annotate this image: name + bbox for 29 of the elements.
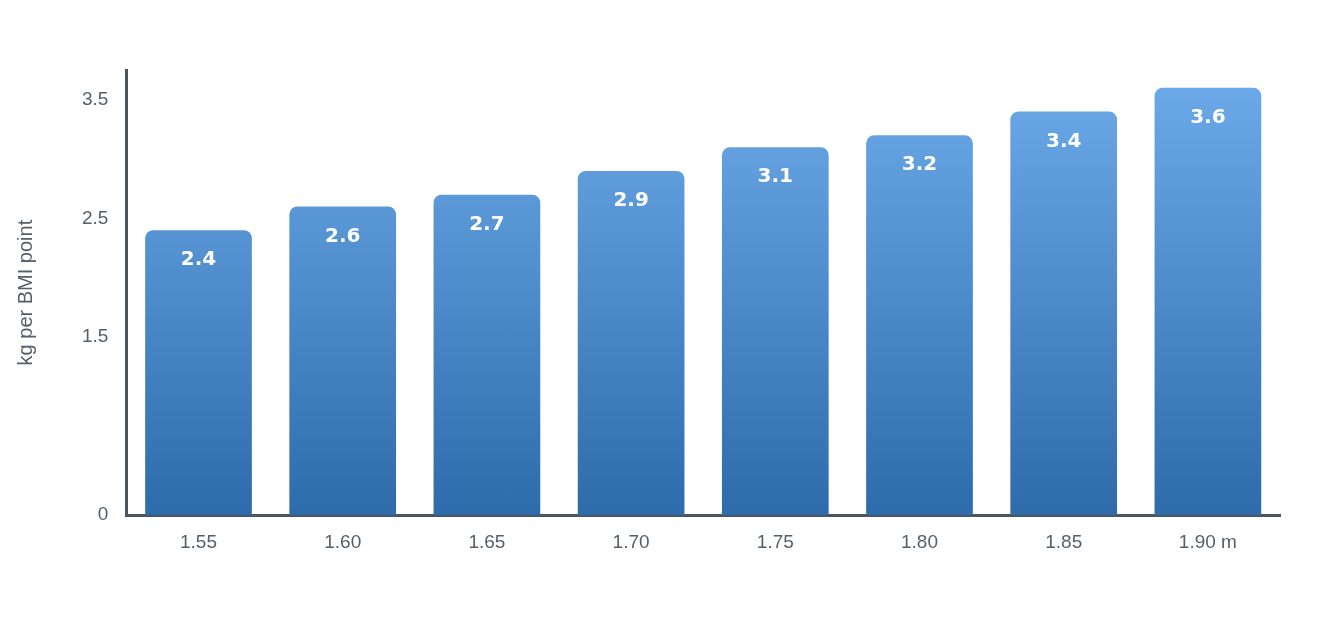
x-tick-label: 1.90 m: [1178, 530, 1237, 552]
x-tick-label: 1.85: [1045, 530, 1083, 552]
bar: [289, 206, 397, 516]
bar: [1154, 87, 1262, 516]
data-label: 2.9: [613, 187, 649, 212]
data-label: 3.1: [757, 163, 794, 188]
bar: [145, 230, 252, 516]
data-label: 3.4: [1045, 127, 1082, 152]
data-label: 3.2: [901, 151, 938, 176]
y-tick-label: 3.5: [81, 87, 109, 109]
y-tick-label: 0: [97, 503, 109, 525]
y-tick-label: 2.5: [81, 206, 109, 228]
x-tick-label: 1.65: [468, 530, 506, 552]
data-label: 2.6: [324, 222, 361, 247]
data-label: 2.4: [180, 246, 217, 271]
x-tick-label: 1.80: [901, 530, 938, 552]
bar: [1010, 111, 1118, 516]
x-tick-label: 1.70: [612, 530, 650, 552]
x-tick-label: 1.60: [324, 530, 362, 552]
x-tick-label: 1.55: [180, 530, 217, 552]
y-tick-label: 1.5: [81, 325, 109, 347]
bar: [577, 170, 685, 516]
x-tick-label: 1.75: [756, 530, 794, 552]
data-label: 3.6: [1190, 104, 1226, 129]
y-axis-title: kg per BMI point: [13, 219, 36, 366]
bar: [721, 147, 829, 516]
data-label: 2.7: [469, 210, 505, 235]
bar: [433, 194, 541, 516]
bar: [866, 135, 973, 516]
